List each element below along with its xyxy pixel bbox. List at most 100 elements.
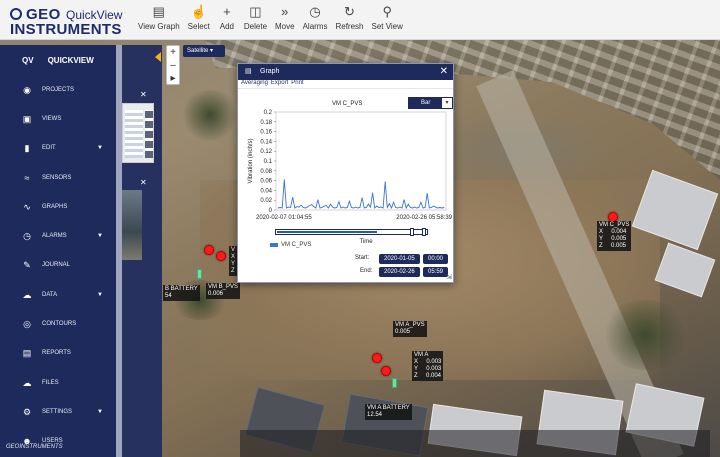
collapse-panel-icon[interactable] (155, 52, 161, 62)
sidebar-item-projects[interactable]: ◉ PROJECTS (0, 75, 116, 104)
y-tick-label: 0.02 (260, 198, 272, 204)
sidebar-item-label: EDIT (42, 145, 56, 152)
time-range-slider[interactable] (275, 228, 428, 236)
chart-type-value: Bar (421, 100, 431, 106)
set-view-button[interactable]: ⚲ Set View (371, 4, 402, 36)
start-label: Start: (355, 255, 370, 261)
data-point (321, 207, 323, 208)
view-thumbnail-photo[interactable] (122, 190, 142, 260)
move-button[interactable]: » Move (275, 4, 295, 36)
menu-print[interactable]: Print (291, 80, 304, 86)
sidebar-item-reports[interactable]: ▤ REPORTS (0, 339, 116, 368)
chart-type-select[interactable]: Bar ▾ (408, 97, 453, 109)
close-icon[interactable]: ✕ (140, 90, 147, 99)
end-date-field[interactable]: 2020-02-26 (379, 267, 420, 277)
data-point (378, 207, 380, 208)
data-point (368, 203, 369, 205)
data-point (439, 207, 441, 208)
start-date-field[interactable]: 2020-01-05 (379, 254, 420, 264)
sensor-label-vm-a-pvs[interactable]: VM A_PVS 0.005 (393, 321, 427, 337)
battery-marker-vm-a[interactable] (392, 378, 397, 388)
map-building (654, 242, 716, 298)
delete-button[interactable]: ◫ Delete (244, 4, 267, 36)
view-graph-button[interactable]: ▤ View Graph (138, 4, 180, 36)
sensor-marker-vm-b[interactable] (204, 245, 214, 255)
sidebar-divider[interactable] (116, 45, 122, 457)
sensor-label-vm-b[interactable]: V X Y Z (229, 246, 238, 276)
sidebar-item-views[interactable]: ▣ VIEWS (0, 104, 116, 133)
graph-window-titlebar[interactable]: ▤ Graph ✕ (238, 64, 453, 80)
data-point (391, 207, 392, 209)
sidebar-header[interactable]: QV QUICKVIEW (0, 45, 116, 75)
data-point (363, 207, 365, 209)
sensor-label-vm-b-pvs[interactable]: VM B_PVS 0.006 (206, 283, 241, 299)
zoom-in-button[interactable]: + (170, 47, 176, 58)
battery-marker-vm-b[interactable] (197, 269, 202, 279)
data-point (319, 207, 321, 209)
sidebar-item-files[interactable]: ☁ FILES (0, 368, 116, 397)
sidebar-item-graphs[interactable]: ∿ GRAPHS (0, 192, 116, 221)
data-point (328, 207, 329, 209)
sensor-label-b-battery[interactable]: B BATTERY 54 (163, 285, 200, 301)
sidebar-item-sensors[interactable]: ≈ SENSORS (0, 163, 116, 192)
close-icon[interactable]: ✕ (140, 178, 147, 187)
pin-icon: ⚲ (382, 4, 392, 19)
sidebar-item-data[interactable]: ☁ DATA ▼ (0, 280, 116, 309)
close-icon[interactable]: ✕ (439, 66, 448, 77)
trash-icon: ◫ (249, 4, 262, 19)
map-layer-value: Satellite (187, 48, 209, 54)
range-handle-start[interactable] (410, 228, 414, 236)
data-point (441, 207, 443, 209)
end-time-field[interactable]: 05:59 (423, 267, 449, 277)
y-tick-label: 0.16 (260, 130, 272, 136)
sidebar-item-journal[interactable]: ✎ JOURNAL (0, 251, 116, 280)
footer-brand: GEOINSTRUMENTS (6, 444, 63, 450)
data-point (292, 196, 294, 198)
y-axis-label: Vibration (inch/s) (248, 139, 254, 184)
graph-menu: Averaging Export Print (238, 80, 453, 89)
menu-averaging[interactable]: Averaging (241, 80, 268, 86)
sidebar-item-settings[interactable]: ⚙ SETTINGS ▼ (0, 397, 116, 426)
sensor-label-vm-c[interactable]: VM C_PVS X 0.004 Y 0.005 Z 0.005 (597, 221, 632, 251)
data-point (395, 207, 397, 208)
data-point (349, 200, 350, 202)
sidebar-item-contours[interactable]: ◎ CONTOURS (0, 309, 116, 338)
add-button[interactable]: + Add (218, 4, 236, 36)
sensor-marker-vm-a[interactable] (372, 353, 382, 363)
select-button[interactable]: ☝ Select (188, 4, 210, 36)
sensor-label-vm-a-battery[interactable]: VM A BATTERY 12.54 (365, 404, 412, 420)
sidebar-item-label: ALARMS (42, 233, 67, 240)
chevron-down-icon: ▼ (97, 233, 103, 240)
y-tick-label: 0.14 (260, 139, 272, 145)
data-point (344, 207, 346, 209)
select-label: Select (187, 22, 210, 31)
graph-window[interactable]: ▤ Graph ✕ Averaging Export Print VM C_PV… (237, 63, 454, 283)
user-icon: ☻ (22, 436, 32, 447)
view-thumbnail[interactable] (122, 103, 154, 163)
y-tick-label: 0.08 (260, 169, 272, 175)
sensor-marker-vm-b-2[interactable] (216, 251, 226, 261)
resize-handle-icon[interactable]: ⇲ (446, 274, 452, 281)
view-graph-label: View Graph (138, 22, 180, 31)
range-handle-end[interactable] (422, 228, 426, 236)
refresh-label: Refresh (335, 22, 364, 31)
alarms-button[interactable]: ◷ Alarms (303, 4, 328, 36)
compass-button[interactable]: ▸ (170, 73, 176, 84)
refresh-button[interactable]: ↻ Refresh (335, 4, 363, 36)
start-time-field[interactable]: 00:00 (423, 254, 449, 264)
sidebar-item-users[interactable]: ☻ USERS (0, 427, 116, 456)
data-point (286, 207, 287, 209)
y-tick-label: 0.1 (264, 159, 273, 165)
sidebar-item-alarms[interactable]: ◷ ALARMS ▼ (0, 221, 116, 250)
map-layer-select[interactable]: Satellite ▾ (183, 45, 225, 57)
menu-export[interactable]: Export (270, 80, 289, 86)
alarms-label: Alarms (302, 22, 328, 31)
sensor-label-vm-a[interactable]: VM A X 0.003 Y 0.003 Z 0.004 (412, 351, 444, 381)
sidebar-item-edit[interactable]: ▮ EDIT ▼ (0, 134, 116, 163)
zoom-out-button[interactable]: – (170, 60, 176, 71)
data-point (389, 203, 390, 204)
data-point (323, 205, 325, 207)
data-point (428, 207, 430, 209)
data-point (435, 206, 436, 208)
sensor-marker-vm-a-2[interactable] (381, 366, 391, 376)
